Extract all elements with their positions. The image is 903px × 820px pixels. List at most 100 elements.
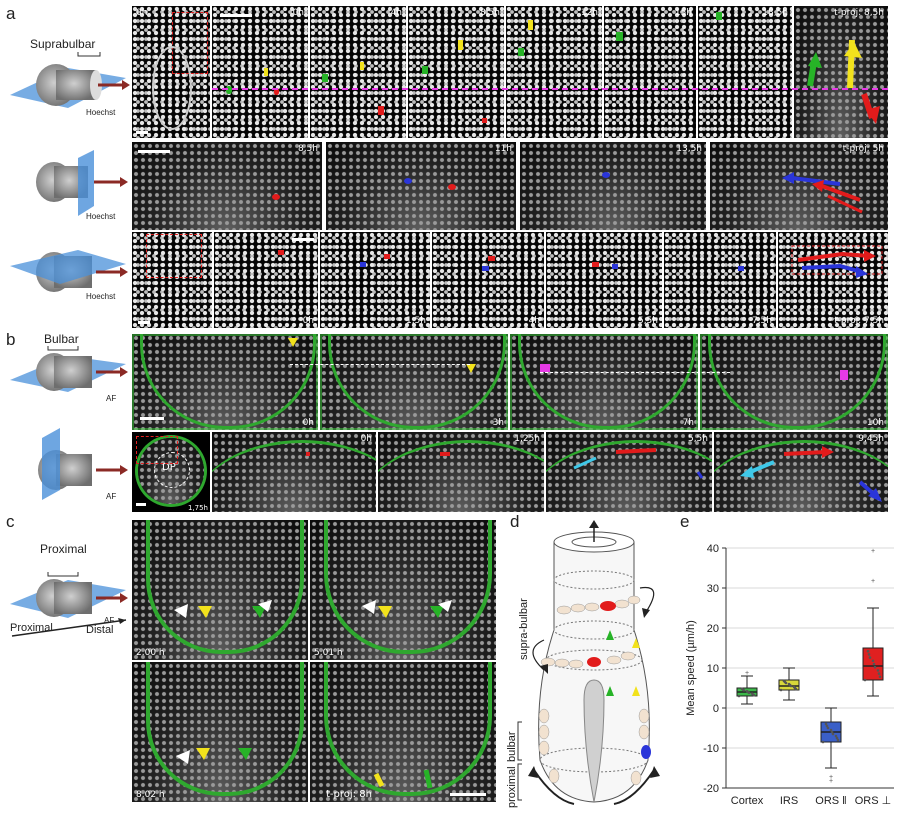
label-distal-axis: Distal [86,624,114,636]
trajectory-overlay [373,769,433,789]
data-point [872,662,876,666]
x-tick-label: ORS ⊥ [855,795,891,807]
reference-line-white-1 [290,364,470,365]
tracked-cell-yellow [466,364,476,373]
data-point [835,736,839,740]
tracked-cell-blue [360,262,366,267]
image-b2-t1-25: 1,25h [378,432,544,512]
time-label: 4h [528,316,540,326]
scale-bar [292,238,314,241]
scale-bar [450,793,486,796]
time-label: 5.01 h [314,648,343,658]
trajectory-overlay [782,172,863,214]
time-label: 3h [492,418,504,428]
time-label: 8.02 h [136,790,165,800]
outer-root-sheath [212,440,376,512]
tracked-cell-yellow [360,62,364,70]
data-point [831,732,835,736]
roi-box [136,436,178,464]
time-label: 1,5h [405,316,426,326]
trajectory-overlay [791,245,883,278]
data-point [826,726,830,730]
tracked-cell-red [278,250,284,255]
tracked-cells [362,600,452,618]
image-a3-t1-5: 1,5h [320,232,430,328]
tracked-cell-blue [602,172,610,178]
image-a1-t0: 0h [212,6,308,138]
image-a3-overview [132,232,212,328]
trajectory-overlay [573,448,704,479]
follicle-schematic-a3 [10,250,128,292]
panel-label-d: d [510,512,520,531]
image-a3-t7-5: 7,5h [664,232,776,328]
data-point [792,685,796,689]
time-label: 0h [292,8,304,18]
data-point [868,656,872,659]
image-a2-t8-5: 8,5h [132,142,322,230]
bulb-outline [152,46,192,130]
outer-root-sheath [518,334,696,429]
image-b2-overview: DP 1,75h [132,432,210,512]
tracked-cell-yellow [458,40,463,50]
d-label-suprabulbar: supra-bulbar [518,598,530,660]
image-c-t2: 2.00 h [132,520,308,660]
tracked-cell-red [440,452,450,456]
tracked-cell-red [482,118,487,123]
outer-root-sheath [146,662,304,796]
data-point [873,665,877,669]
tracked-cell-red [274,88,279,95]
follicle-schematic-a2 [36,150,128,216]
image-b2-t5-5: 5,5h [546,432,712,512]
image-a3-t4: 4h [432,232,544,328]
outer-root-sheath [378,440,544,512]
time-label: 13,5h [676,144,702,154]
time-label: 4h [390,8,402,18]
image-b2-t0: 0h [212,432,376,512]
image-a3-t0: 0h [214,232,318,328]
outlier-point: + [745,670,749,677]
data-point [878,675,882,679]
outlier-point: + [829,778,833,785]
tracked-cell-green [422,66,428,74]
label-af-c: AF [104,616,115,625]
time-label: 8,5h [479,8,500,18]
inset-time-label: 1,75h [187,504,208,512]
image-a1-overview: 0h [132,6,210,138]
time-label: 18,5h [762,8,788,18]
y-tick-label: -10 [703,743,719,755]
tracked-cell-yellow [528,20,533,30]
tracked-cell-green [226,86,232,94]
tracked-cell-red [488,256,495,261]
outlier-point: + [871,578,875,585]
data-point [877,672,881,675]
y-tick-label: 30 [707,583,719,595]
outer-root-sheath [714,440,888,512]
tracked-cell-red [378,106,384,115]
follicle-schematic-c [10,572,128,637]
image-a1-tproj: t-proj: 8,5h [794,6,888,138]
roi-box [146,234,202,278]
outer-root-sheath [328,334,506,429]
data-point [866,649,870,653]
follicle-schematic-b2 [38,428,128,500]
image-b1-t3: 3h [320,334,508,430]
data-point [740,687,744,691]
label-af-b2: AF [106,492,117,501]
tracked-cell-red [448,184,456,190]
tproj-label: t-proj: 7,5h [834,316,884,326]
data-point [830,730,834,734]
data-point [787,682,791,686]
label-hoechst-a1: Hoechst [86,108,116,117]
tracked-cell-red [592,262,599,267]
tracked-cells [174,600,272,618]
image-a1-t18-5: 18,5h [698,6,792,138]
image-b1-t7: 7h [510,334,698,430]
panel-label-c: c [6,512,15,531]
follicle-schematic-b1 [10,346,128,392]
time-label: 1,25h [514,434,540,444]
image-c-tproj: t-proj: 8h [310,662,496,802]
image-a2-t13-5: 13,5h [520,142,706,230]
tproj-label: t-proj: 8,5h [834,8,884,18]
panel-label-b: b [6,330,16,349]
time-label: 0h [302,316,314,326]
